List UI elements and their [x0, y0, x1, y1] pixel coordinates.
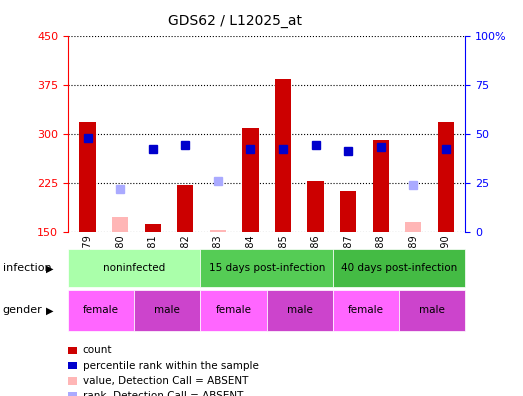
Bar	[210, 230, 226, 232]
Text: ▶: ▶	[46, 263, 53, 273]
Bar	[144, 224, 161, 232]
Text: rank, Detection Call = ABSENT: rank, Detection Call = ABSENT	[83, 390, 243, 396]
Text: gender: gender	[3, 305, 42, 315]
Text: female: female	[215, 305, 252, 315]
Bar	[275, 80, 291, 232]
Text: infection: infection	[3, 263, 51, 273]
Bar	[177, 185, 194, 232]
Text: value, Detection Call = ABSENT: value, Detection Call = ABSENT	[83, 375, 248, 386]
Bar	[340, 191, 356, 232]
Text: count: count	[83, 345, 112, 356]
Text: percentile rank within the sample: percentile rank within the sample	[83, 360, 258, 371]
Bar	[242, 128, 258, 232]
Text: ▶: ▶	[46, 305, 53, 315]
Text: male: male	[419, 305, 445, 315]
Text: male: male	[287, 305, 313, 315]
Text: 15 days post-infection: 15 days post-infection	[209, 263, 325, 273]
Bar	[438, 122, 454, 232]
Bar	[372, 140, 389, 232]
Text: female: female	[83, 305, 119, 315]
Text: male: male	[154, 305, 180, 315]
Bar	[79, 122, 96, 232]
Text: female: female	[348, 305, 384, 315]
Text: 40 days post-infection: 40 days post-infection	[341, 263, 457, 273]
Bar	[308, 181, 324, 232]
Bar	[112, 217, 128, 232]
Text: GDS62 / L12025_at: GDS62 / L12025_at	[168, 14, 302, 28]
Text: noninfected: noninfected	[103, 263, 165, 273]
Bar	[405, 222, 422, 232]
